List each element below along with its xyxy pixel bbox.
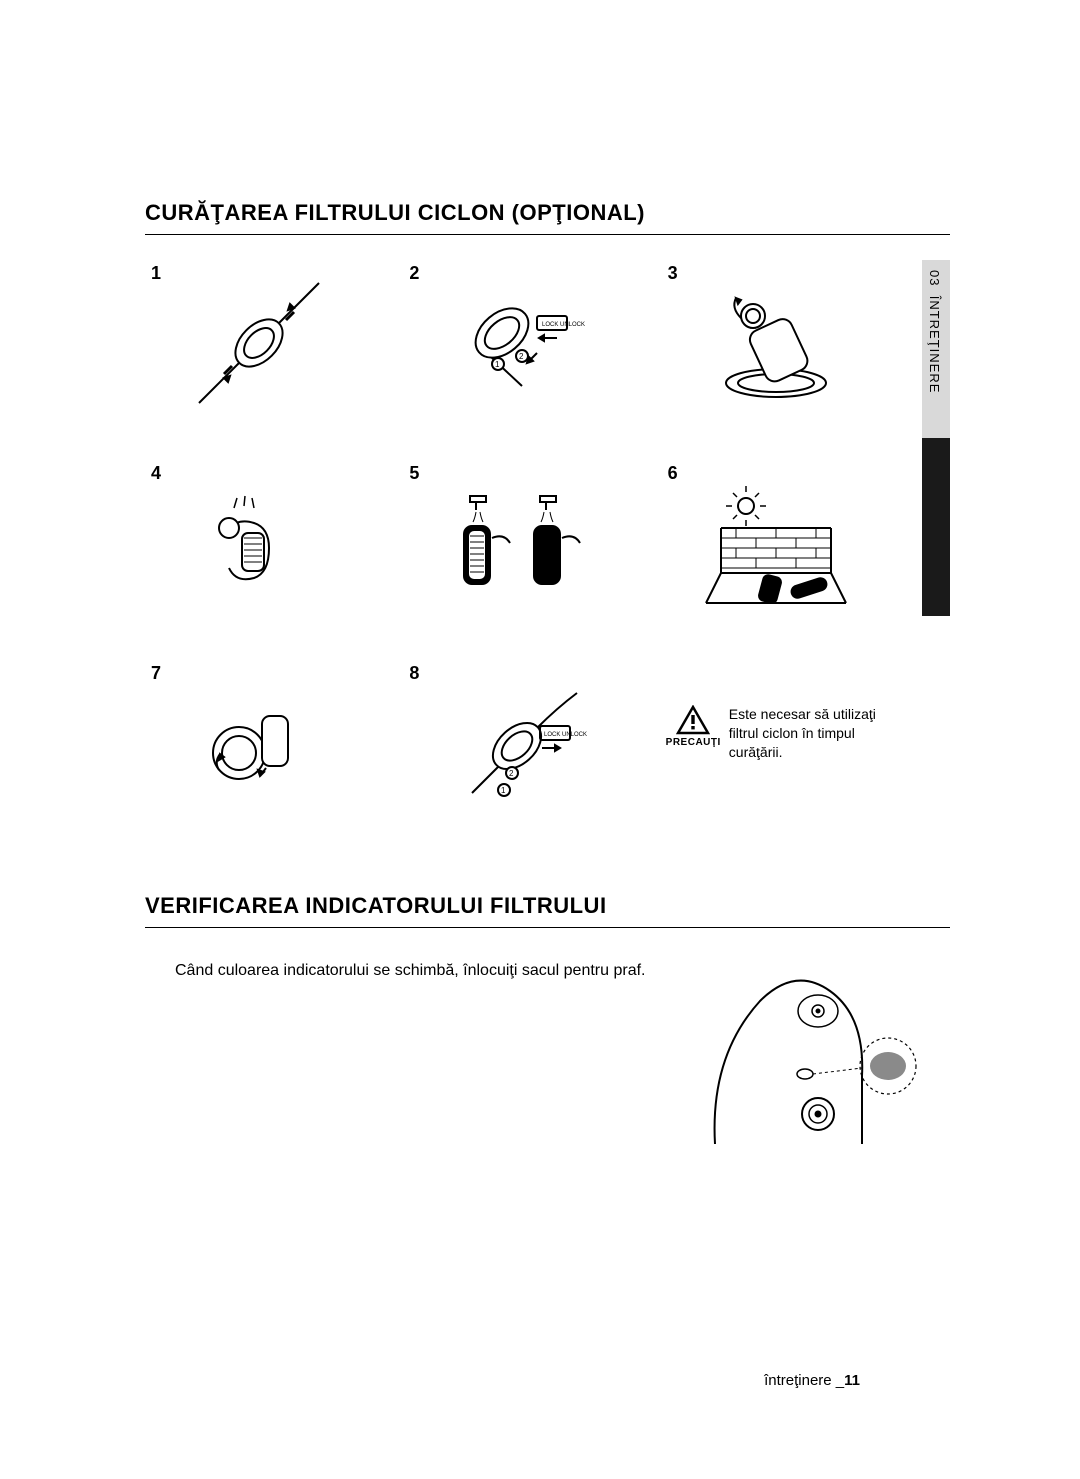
svg-text:LOCK UNLOCK: LOCK UNLOCK <box>542 322 585 328</box>
step-number: 4 <box>151 463 161 484</box>
warning-icon <box>676 705 710 735</box>
step-6-illustration <box>662 463 890 633</box>
chapter-number: 03 <box>927 270 942 286</box>
indicator-illustration <box>690 956 920 1151</box>
section1-title: CURĂŢAREA FILTRULUI CICLON (OPŢIONAL) <box>145 200 950 235</box>
step-4-illustration <box>145 463 373 633</box>
section2-body-text: Când culoarea indicatorului se schimbă, … <box>175 960 660 1151</box>
chapter-name: ÎNTREŢINERE <box>927 296 942 394</box>
step-3-illustration <box>662 263 890 433</box>
step-4: 4 <box>145 463 373 633</box>
step-5: 5 <box>403 463 631 633</box>
step-number: 2 <box>409 263 419 284</box>
svg-text:1: 1 <box>501 786 506 795</box>
caution-cell: PRECAUŢI Este necesar să utilizaţi ﬁltru… <box>662 663 890 833</box>
step-5-illustration <box>403 463 631 633</box>
chapter-side-label: 03 ÎNTREŢINERE <box>927 270 942 393</box>
step-number: 8 <box>409 663 419 684</box>
svg-text:1: 1 <box>495 360 500 369</box>
step-7-illustration <box>145 663 373 833</box>
step-7: 7 <box>145 663 373 833</box>
step-number: 1 <box>151 263 161 284</box>
step-1-illustration <box>145 263 373 433</box>
step-number: 6 <box>668 463 678 484</box>
page-footer: întreţinere _11 <box>764 1372 860 1389</box>
step-number: 7 <box>151 663 161 684</box>
step-number: 5 <box>409 463 419 484</box>
step-8: 8 LOCK UNLOCK 2 1 <box>403 663 631 833</box>
step-2: 2 LOCK UNLOCK 1 2 <box>403 263 631 433</box>
svg-text:2: 2 <box>509 769 514 778</box>
section2-title: VERIFICAREA INDICATORULUI FILTRULUI <box>145 893 950 928</box>
step-6: 6 <box>662 463 890 633</box>
step-1: 1 <box>145 263 373 433</box>
step-number: 3 <box>668 263 678 284</box>
footer-label: întreţinere _ <box>764 1372 844 1389</box>
steps-grid: 1 2 <box>145 263 890 833</box>
svg-text:LOCK UNLOCK: LOCK UNLOCK <box>544 732 587 738</box>
caution-text: Este necesar să utilizaţi ﬁltrul ciclon … <box>729 705 890 762</box>
caution-label: PRECAUŢI <box>666 737 721 748</box>
step-3: 3 <box>662 263 890 433</box>
svg-text:2: 2 <box>519 352 524 361</box>
step-2-illustration: LOCK UNLOCK 1 2 <box>403 263 631 433</box>
step-8-illustration: LOCK UNLOCK 2 1 <box>403 663 631 833</box>
footer-page-number: 11 <box>844 1372 860 1389</box>
